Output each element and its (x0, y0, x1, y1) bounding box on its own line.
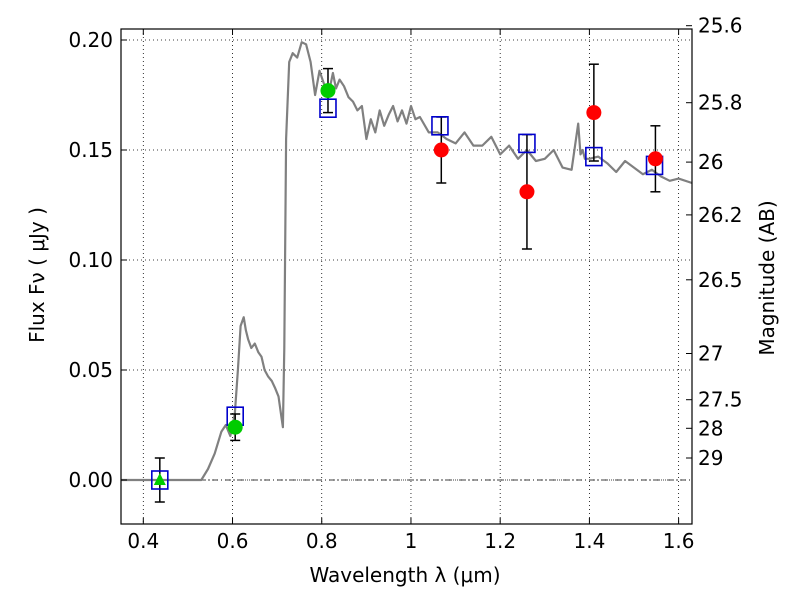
magnitude-tick-label: 26.5 (698, 268, 743, 292)
magnitude-tick-label: 29 (698, 446, 723, 470)
model-photometry-box (518, 133, 536, 154)
green-detection-point (227, 419, 243, 435)
grid-layer (121, 29, 692, 524)
x-tick-label: 0.6 (217, 529, 249, 553)
y-tick-label: 0.20 (68, 28, 113, 52)
magnitude-tick-label: 26 (698, 150, 723, 174)
model-spectrum-line (121, 41, 693, 482)
magnitude-tick-label: 25.8 (698, 91, 743, 115)
x-tick-label: 1.4 (573, 529, 605, 553)
y-tick-label: 0.10 (68, 248, 113, 272)
x-tick-label: 1 (405, 529, 418, 553)
model-photometry-box (151, 470, 169, 490)
data-point-layer (153, 83, 663, 485)
red-detection-point (586, 105, 602, 121)
x-axis-label: Wavelength λ (μm) (309, 563, 500, 587)
red-detection-point (647, 151, 663, 167)
triangle-marker (153, 473, 166, 485)
model-spectrum-layer (121, 41, 693, 482)
magnitude-tick-label: 27.5 (698, 388, 743, 412)
y-axis-label: Flux Fν ( μJy ) (25, 207, 49, 343)
green-detection-point (320, 83, 336, 99)
magnitude-tick-label: 25.6 (698, 14, 743, 38)
model-photometry-box (319, 98, 337, 118)
magnitude-tick-label: 27 (698, 342, 723, 366)
model-photometry-box (585, 146, 603, 167)
red-detection-point (433, 142, 449, 158)
red-detection-point (519, 184, 535, 200)
magnitude-tick-label: 26.2 (698, 203, 743, 227)
magnitude-tick-label: 28 (698, 416, 723, 440)
x-tick-label: 1.2 (484, 529, 516, 553)
y-tick-label: 0.00 (68, 468, 113, 492)
magnitude-axis-label: Magnitude (AB) (755, 200, 779, 355)
y-tick-label: 0.05 (68, 358, 113, 382)
model-photometry-box (431, 116, 449, 136)
plot-frame (120, 28, 693, 525)
x-tick-label: 0.8 (306, 529, 338, 553)
x-tick-label: 1.6 (663, 529, 695, 553)
y-tick-label: 0.15 (68, 138, 113, 162)
x-tick-label: 0.4 (127, 529, 159, 553)
tick-layer: 0.4 0.6 0.8 1 1.2 1.4 1.6 0.00 0.05 0.10 0.15 0.20 2… (68, 14, 742, 553)
